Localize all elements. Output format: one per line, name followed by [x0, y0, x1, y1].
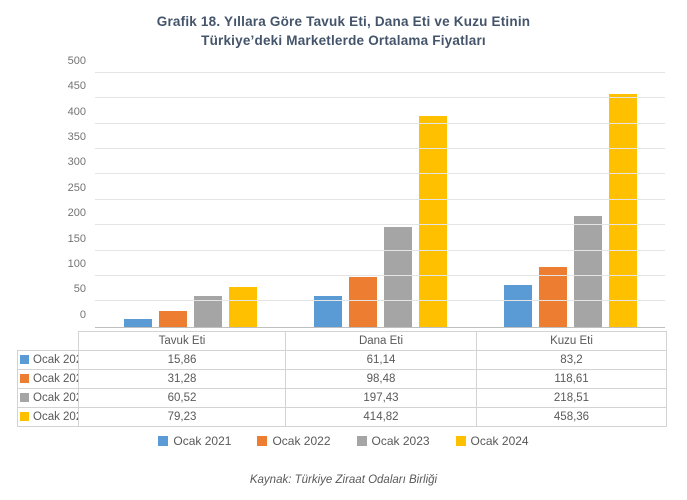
bar-ocak-2024	[608, 93, 637, 327]
y-gridline	[95, 198, 665, 200]
legend-swatch-icon	[257, 435, 268, 446]
value-cell: 15,86	[78, 349, 286, 370]
series-key-cell: Ocak 2023	[17, 387, 79, 408]
series-swatch-icon	[20, 392, 29, 402]
bar-group-dana-eti	[285, 73, 475, 327]
chart-title: Grafik 18. Yıllara Göre Tavuk Eti, Dana …	[0, 0, 687, 51]
source-caption: Kaynak: Türkiye Ziraat Odaları Birliği	[249, 473, 438, 486]
y-axis-tick-label: 150	[67, 232, 86, 245]
value-cell: 197,43	[285, 387, 477, 408]
legend-swatch-icon	[158, 435, 169, 446]
series-key-cell: Ocak 2021	[17, 349, 79, 370]
bar-groups	[95, 73, 665, 327]
table-corner-cell	[17, 331, 79, 351]
y-gridline	[95, 71, 665, 73]
bar-ocak-2022	[538, 266, 567, 327]
value-cell: 98,48	[285, 368, 477, 389]
legend-item-ocak-2023: Ocak 2023	[356, 433, 430, 448]
y-gridline	[95, 147, 665, 149]
value-cell: 79,23	[78, 406, 286, 427]
value-cell: 61,14	[285, 349, 477, 370]
bar-ocak-2022	[348, 276, 377, 327]
value-cell: 31,28	[78, 368, 286, 389]
chart-title-line2: Türkiye’deki Marketlerde Ortalama Fiyatl…	[201, 32, 486, 48]
bar-ocak-2021	[123, 318, 152, 327]
y-axis-tick-label: 400	[67, 105, 86, 118]
series-swatch-icon	[20, 354, 29, 364]
legend-label: Ocak 2021	[173, 433, 232, 448]
y-axis-tick-label: 100	[67, 257, 86, 270]
legend-swatch-icon	[356, 435, 367, 446]
legend-item-ocak-2024: Ocak 2024	[455, 433, 529, 448]
y-axis-tick-label: 0	[79, 308, 86, 321]
column-header: Kuzu Eti	[476, 330, 667, 351]
y-gridline	[95, 122, 665, 124]
bar-group-tavuk-eti	[95, 73, 285, 327]
series-name: Ocak 2022	[33, 372, 78, 385]
value-cell: 458,36	[476, 406, 667, 427]
y-gridline	[95, 300, 665, 302]
column-header: Tavuk Eti	[78, 330, 286, 351]
legend-label: Ocak 2024	[470, 433, 529, 448]
y-axis-tick-label: 200	[67, 207, 86, 220]
series-key-cell: Ocak 2024	[17, 406, 79, 427]
bar-ocak-2024	[418, 116, 447, 327]
y-gridline	[95, 97, 665, 99]
y-gridline	[95, 173, 665, 175]
y-axis-tick-label: 300	[67, 156, 86, 169]
value-cell: 218,51	[476, 387, 667, 408]
legend-swatch-icon	[455, 435, 466, 446]
chart-title-line1: Grafik 18. Yıllara Göre Tavuk Eti, Dana …	[156, 14, 531, 29]
value-cell: 414,82	[285, 406, 477, 427]
bar-ocak-2023	[573, 215, 602, 327]
bar-ocak-2022	[158, 310, 187, 327]
legend-label: Ocak 2022	[272, 433, 331, 448]
series-swatch-icon	[20, 411, 29, 421]
series-name: Ocak 2024	[33, 410, 78, 423]
y-axis-tick-label: 50	[73, 283, 86, 296]
series-swatch-icon	[20, 373, 29, 383]
legend: Ocak 2021 Ocak 2022 Ocak 2023 Ocak 2024	[0, 434, 687, 448]
y-gridline	[95, 224, 665, 226]
legend-item-ocak-2021: Ocak 2021	[158, 434, 231, 448]
table-header-row: Tavuk Eti Dana Eti Kuzu Eti	[17, 330, 667, 351]
series-name: Ocak 2023	[33, 391, 78, 404]
y-axis-tick-label: 350	[67, 130, 86, 143]
y-gridline	[95, 249, 665, 251]
bar-ocak-2021	[503, 284, 532, 327]
bar-ocak-2023	[383, 226, 412, 327]
y-gridline	[95, 274, 665, 276]
value-cell: 60,52	[78, 387, 286, 408]
value-cell: 118,61	[476, 368, 667, 389]
value-cell: 83,2	[476, 349, 667, 370]
y-axis-tick-label: 450	[67, 80, 86, 93]
bar-ocak-2024	[228, 286, 257, 327]
y-axis-tick-label: 250	[67, 181, 86, 194]
y-axis-tick-label: 500	[67, 54, 86, 67]
column-header: Dana Eti	[285, 330, 477, 351]
legend-label: Ocak 2023	[371, 433, 430, 448]
series-name: Ocak 2021	[33, 353, 78, 366]
plot-area: 0 50 100 150 200 250 300 350 400 450 500	[68, 55, 665, 328]
legend-item-ocak-2022: Ocak 2022	[257, 433, 331, 448]
series-key-cell: Ocak 2022	[17, 368, 79, 389]
bar-group-kuzu-eti	[475, 73, 665, 327]
